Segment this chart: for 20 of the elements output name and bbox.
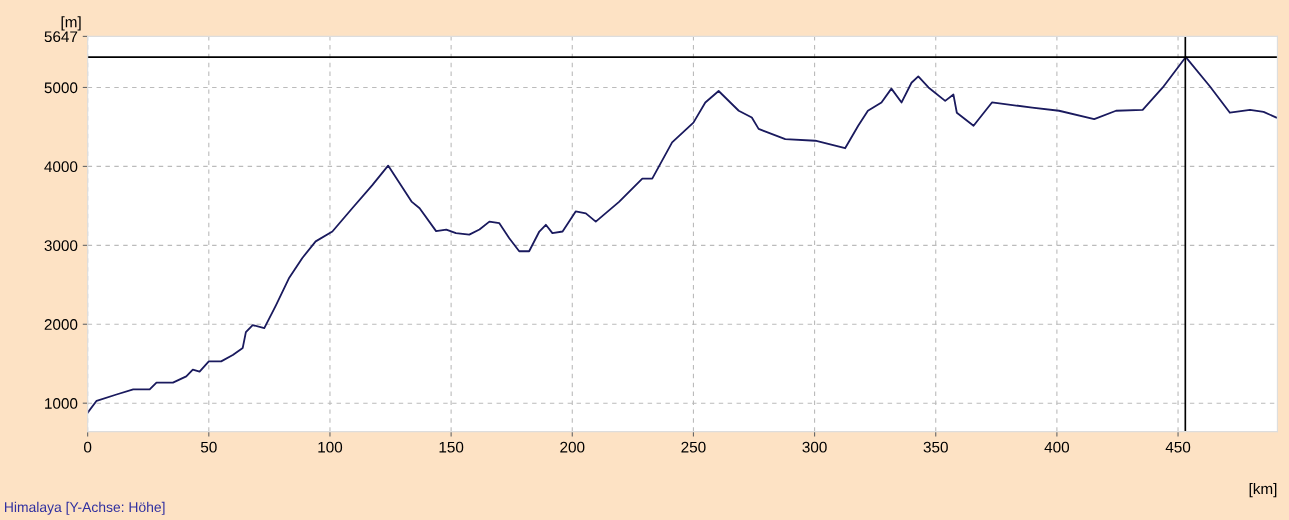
y-tick-label: 1000 <box>45 398 78 409</box>
x-tick-label: 250 <box>681 441 706 453</box>
y-tick-label: 5647 <box>44 31 78 43</box>
x-tick-label: 200 <box>560 441 585 453</box>
x-axis-title: [km] <box>1249 482 1277 498</box>
y-tick-label: 5000 <box>44 82 78 94</box>
x-tick-label: 100 <box>318 441 343 453</box>
x-tick-label: 50 <box>200 441 217 453</box>
y-tick-label: 3000 <box>44 240 78 252</box>
text: Himalaya [Y-Achse: Höhe] <box>5 501 165 515</box>
x-tick-label: 400 <box>1044 441 1070 453</box>
y-tick-label: 2000 <box>44 319 78 330</box>
x-tick-label: 150 <box>439 441 464 453</box>
y-tick-label: 4000 <box>44 161 78 173</box>
x-tick-label: 300 <box>802 441 827 453</box>
line-series <box>87 56 1278 414</box>
x-tick-label: 450 <box>1165 441 1191 453</box>
x-tick-label: 350 <box>923 441 948 453</box>
y-axis-title: [m] <box>61 16 81 31</box>
x-tick-label: 0 <box>84 441 92 453</box>
